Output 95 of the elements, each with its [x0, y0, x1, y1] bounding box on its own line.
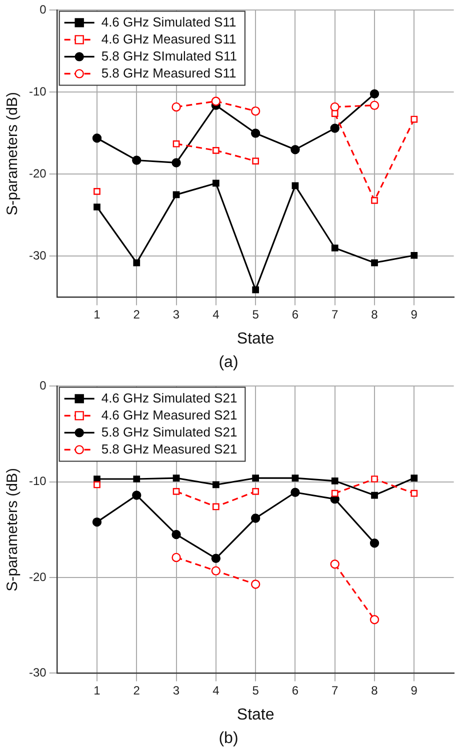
point — [370, 615, 380, 624]
point — [370, 538, 380, 548]
point — [371, 259, 378, 266]
y-tick-label: 0 — [40, 378, 47, 393]
y-axis-title: S-parameters (dB) — [4, 468, 22, 592]
point — [410, 252, 418, 259]
point — [330, 560, 340, 569]
point — [370, 89, 380, 98]
point — [94, 204, 100, 210]
point — [250, 514, 260, 523]
point — [410, 474, 418, 482]
legend-label: 4.6 GHz Simulated S21 — [101, 390, 238, 406]
point — [212, 503, 220, 510]
x-tick-label: 9 — [410, 308, 418, 322]
point — [252, 158, 259, 165]
legend-label: 5.8 GHz Measured S21 — [101, 441, 238, 456]
point — [92, 134, 102, 143]
point — [331, 244, 338, 252]
point — [132, 156, 142, 165]
point — [94, 188, 100, 195]
x-tick-label: 2 — [133, 308, 140, 322]
point — [252, 474, 259, 482]
x-tick-label: 5 — [252, 308, 260, 322]
point — [331, 490, 338, 497]
legend-label: 4.6 GHz Measured S11 — [101, 31, 236, 46]
point — [211, 554, 221, 563]
x-tick-label: 1 — [94, 684, 101, 698]
x-tick-label: 8 — [371, 308, 378, 322]
point — [133, 476, 140, 482]
point — [212, 180, 220, 187]
point — [250, 580, 260, 589]
text: (b) — [218, 730, 238, 747]
point — [292, 182, 299, 190]
point — [250, 106, 260, 116]
point — [410, 116, 418, 123]
x-tick-label: 7 — [332, 308, 339, 322]
point — [172, 530, 181, 540]
point — [94, 481, 100, 488]
point — [92, 517, 102, 527]
x-tick-label: 6 — [292, 684, 299, 698]
x-tick-label: 6 — [292, 308, 299, 322]
point — [172, 488, 180, 495]
point — [331, 110, 338, 117]
point — [370, 100, 380, 110]
x-tick-label: 7 — [332, 684, 339, 698]
point — [371, 476, 378, 482]
point — [172, 102, 181, 112]
legend-label: 4.6 GHz Measured S21 — [101, 407, 238, 422]
y-axis-title: S-parameters (dB) — [4, 92, 22, 216]
legend-label: 5.8 GHz Measured S11 — [101, 65, 236, 80]
point — [132, 490, 142, 500]
point — [211, 566, 221, 576]
point — [172, 140, 180, 148]
y-tick-label: -20 — [29, 570, 47, 584]
legend-label: 5.8 GHz SImulated S11 — [101, 48, 237, 64]
point — [290, 488, 300, 497]
point — [290, 145, 300, 154]
point — [371, 492, 378, 499]
y-tick-label: -20 — [29, 166, 47, 181]
point — [371, 197, 378, 204]
point — [172, 158, 181, 168]
point — [94, 476, 100, 482]
x-tick-label: 1 — [94, 308, 101, 322]
y-tick-label: 0 — [40, 2, 47, 17]
x-tick-label: 3 — [172, 308, 180, 322]
legend-label: 5.8 GHz Simulated S21 — [101, 424, 238, 440]
point — [252, 488, 259, 495]
point — [133, 259, 140, 266]
x-tick-label: 3 — [172, 684, 180, 698]
y-tick-label: -10 — [29, 474, 47, 488]
point — [410, 490, 418, 497]
x-tick-label: 4 — [212, 684, 220, 698]
point — [211, 96, 221, 106]
x-tick-label: 9 — [410, 684, 418, 698]
point — [172, 552, 181, 562]
text: (a) — [218, 354, 238, 371]
point — [212, 481, 220, 488]
point — [172, 474, 180, 482]
x-axis-title: State — [236, 330, 274, 348]
point — [250, 128, 260, 138]
x-tick-label: 2 — [133, 684, 140, 698]
x-tick-label: 5 — [252, 684, 260, 698]
point — [330, 124, 340, 133]
legend-label: 4.6 GHz Simulated S11 — [101, 14, 236, 30]
y-tick-label: -10 — [29, 84, 47, 99]
x-axis-title: State — [236, 706, 274, 724]
y-tick-label: -30 — [29, 248, 47, 263]
x-tick-label: 8 — [371, 684, 378, 698]
y-tick-label: -30 — [29, 666, 47, 680]
point — [292, 474, 299, 482]
x-tick-label: 4 — [212, 308, 220, 322]
point — [172, 191, 180, 198]
point — [212, 146, 220, 154]
point — [331, 477, 338, 484]
point — [252, 286, 259, 294]
